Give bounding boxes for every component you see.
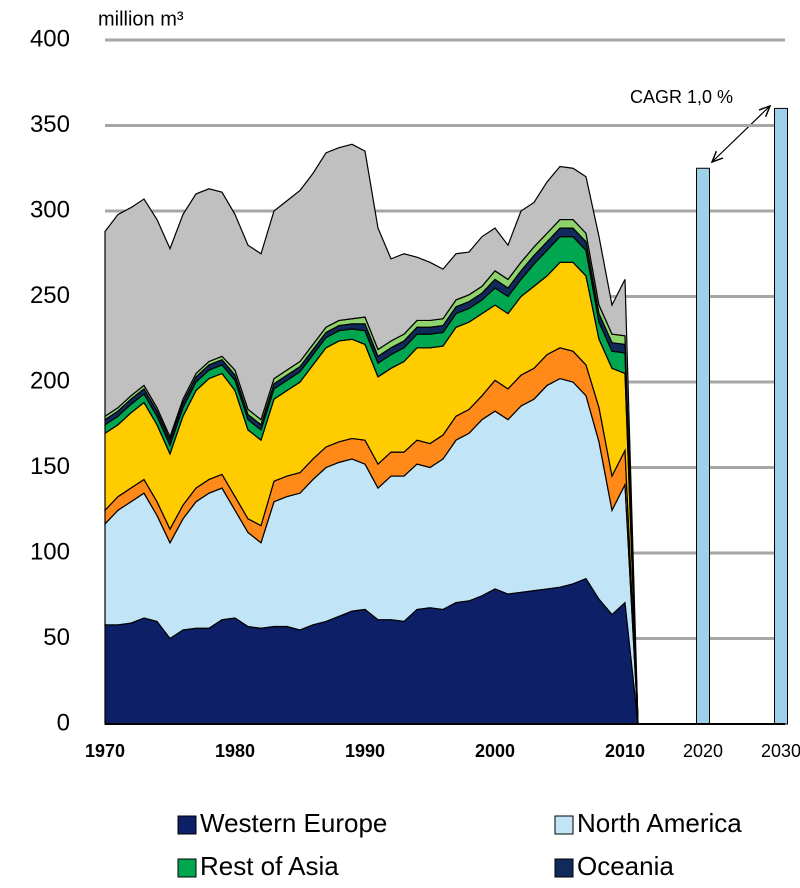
y-tick-label: 200: [30, 367, 70, 394]
x-tick-label: 1970: [85, 741, 125, 761]
legend-swatch: [177, 858, 197, 878]
legend-label: Rest of Asia: [200, 851, 339, 881]
x-tick-label: 2000: [475, 741, 515, 761]
bar: [774, 107, 788, 725]
y-tick-label: 100: [30, 538, 70, 565]
legend-swatch: [554, 858, 574, 878]
y-tick-label: 300: [30, 196, 70, 223]
y-axis-label: million m³: [98, 8, 184, 30]
bar: [696, 167, 710, 725]
legend-label: Oceania: [577, 851, 674, 881]
y-tick-label: 250: [30, 282, 70, 309]
y-tick-label: 400: [30, 25, 70, 52]
x-tick-label: 1980: [215, 741, 255, 761]
cagr-arrow: [712, 106, 770, 162]
y-tick-label: 150: [30, 453, 70, 480]
annotation: CAGR 1,0 %: [630, 87, 733, 107]
y-tick-label: 350: [30, 111, 70, 138]
legend-label: Western Europe: [200, 808, 387, 838]
area: [104, 143, 639, 725]
y-tick-label: 0: [57, 709, 70, 736]
x-tick-label: 1990: [345, 741, 385, 761]
legend-swatch: [177, 815, 197, 835]
x-tick-label: 2010: [605, 741, 645, 761]
x-tick-label: 2030: [761, 741, 800, 761]
legend-label: North America: [577, 808, 742, 838]
x-tick-label: 2020: [683, 741, 723, 761]
legend-swatch: [554, 815, 574, 835]
y-tick-label: 50: [43, 624, 70, 651]
